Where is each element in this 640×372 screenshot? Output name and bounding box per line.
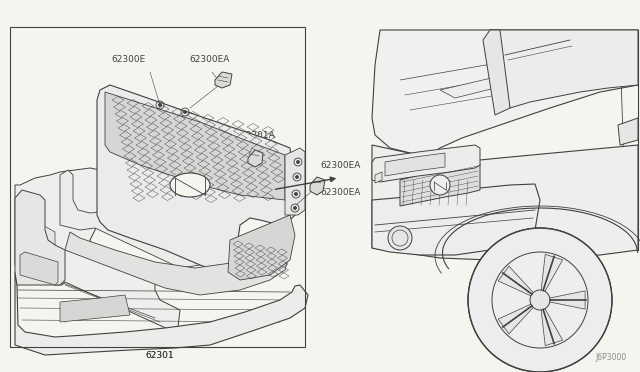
Polygon shape <box>310 177 325 195</box>
Polygon shape <box>372 30 638 155</box>
Text: 62301: 62301 <box>146 351 174 360</box>
Polygon shape <box>105 92 285 200</box>
Text: 62300EA: 62300EA <box>190 55 230 64</box>
Text: 62300EA: 62300EA <box>320 161 360 170</box>
Polygon shape <box>541 254 563 291</box>
Circle shape <box>388 226 412 250</box>
Polygon shape <box>228 215 295 280</box>
Polygon shape <box>60 170 205 268</box>
Polygon shape <box>498 266 533 296</box>
Polygon shape <box>372 145 480 182</box>
Ellipse shape <box>170 173 210 197</box>
Polygon shape <box>440 62 575 98</box>
Polygon shape <box>15 272 308 355</box>
Circle shape <box>294 207 296 209</box>
Polygon shape <box>285 148 305 215</box>
Polygon shape <box>490 30 638 108</box>
Polygon shape <box>618 118 638 145</box>
Circle shape <box>296 176 298 178</box>
Polygon shape <box>400 164 480 206</box>
Polygon shape <box>15 168 180 330</box>
Circle shape <box>184 111 186 113</box>
Polygon shape <box>550 291 585 309</box>
Circle shape <box>430 175 450 195</box>
Circle shape <box>468 228 612 372</box>
Circle shape <box>297 161 300 163</box>
Polygon shape <box>20 252 58 285</box>
Polygon shape <box>65 232 288 295</box>
Polygon shape <box>385 153 445 176</box>
Polygon shape <box>215 72 232 88</box>
Text: 62300E: 62300E <box>111 55 145 64</box>
Polygon shape <box>541 309 563 346</box>
Polygon shape <box>60 295 130 322</box>
Text: 62301: 62301 <box>146 351 174 360</box>
Polygon shape <box>372 184 540 255</box>
Circle shape <box>492 252 588 348</box>
Polygon shape <box>97 85 295 272</box>
Polygon shape <box>248 150 263 167</box>
Circle shape <box>530 290 550 310</box>
Polygon shape <box>375 172 382 183</box>
Text: J6P3000: J6P3000 <box>596 353 627 362</box>
Bar <box>10 27 305 347</box>
Text: 62301A: 62301A <box>241 131 275 140</box>
Polygon shape <box>25 218 55 278</box>
Polygon shape <box>483 30 510 115</box>
Polygon shape <box>372 145 638 260</box>
Polygon shape <box>15 190 65 285</box>
Polygon shape <box>498 304 533 334</box>
Text: 62300EA: 62300EA <box>320 188 360 197</box>
Circle shape <box>295 193 297 195</box>
Circle shape <box>159 104 161 106</box>
